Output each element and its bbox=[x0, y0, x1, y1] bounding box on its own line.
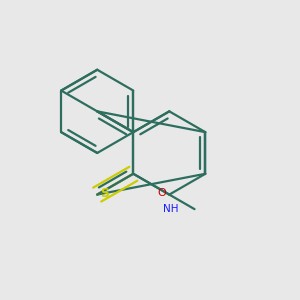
Text: O: O bbox=[158, 188, 166, 198]
Text: NH: NH bbox=[163, 204, 178, 214]
Text: S: S bbox=[100, 187, 109, 200]
